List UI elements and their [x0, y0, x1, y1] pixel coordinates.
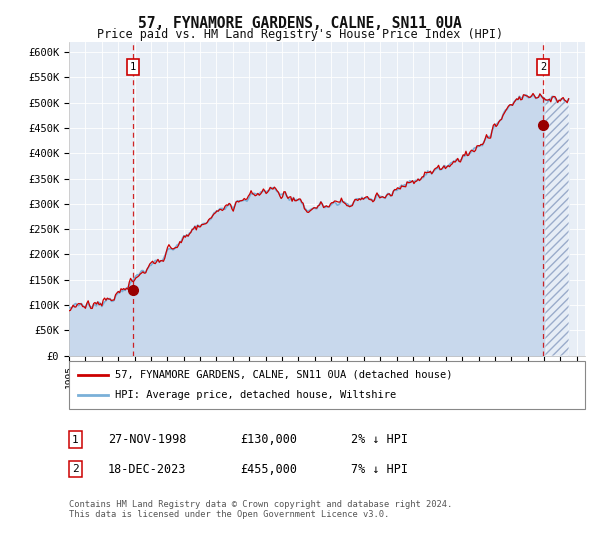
Text: 1: 1 — [72, 435, 79, 445]
Text: Price paid vs. HM Land Registry's House Price Index (HPI): Price paid vs. HM Land Registry's House … — [97, 28, 503, 41]
Text: 1: 1 — [130, 62, 136, 72]
Text: HPI: Average price, detached house, Wiltshire: HPI: Average price, detached house, Wilt… — [115, 390, 397, 400]
Text: 2: 2 — [72, 464, 79, 474]
Text: 57, FYNAMORE GARDENS, CALNE, SN11 0UA: 57, FYNAMORE GARDENS, CALNE, SN11 0UA — [138, 16, 462, 31]
Text: Contains HM Land Registry data © Crown copyright and database right 2024.
This d: Contains HM Land Registry data © Crown c… — [69, 500, 452, 520]
Text: 57, FYNAMORE GARDENS, CALNE, SN11 0UA (detached house): 57, FYNAMORE GARDENS, CALNE, SN11 0UA (d… — [115, 370, 453, 380]
Text: 18-DEC-2023: 18-DEC-2023 — [108, 463, 187, 476]
Text: £455,000: £455,000 — [240, 463, 297, 476]
Text: 2: 2 — [540, 62, 547, 72]
Text: £130,000: £130,000 — [240, 433, 297, 446]
Text: 27-NOV-1998: 27-NOV-1998 — [108, 433, 187, 446]
Text: 2% ↓ HPI: 2% ↓ HPI — [351, 433, 408, 446]
Text: 7% ↓ HPI: 7% ↓ HPI — [351, 463, 408, 476]
